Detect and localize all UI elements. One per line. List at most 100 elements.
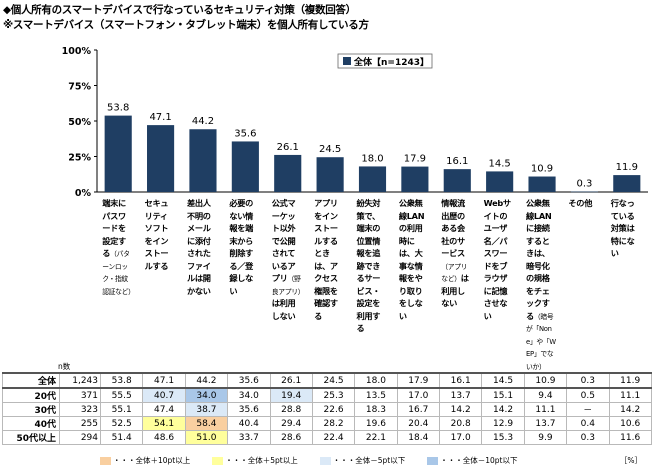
- category-label: 紛失対策で、端末の位置情報を追跡できるサービス・設定を利用する: [356, 198, 381, 333]
- highlight-legend-label: ・・・全体＋10pt以上: [113, 456, 191, 465]
- legend-box: [337, 53, 433, 69]
- legend-label: 全体【n=1243】: [353, 56, 429, 68]
- data-label: 24.5: [319, 144, 341, 155]
- bar: [570, 191, 598, 193]
- table-cell: 20.8: [438, 416, 483, 431]
- table-cell: 35.6: [227, 402, 271, 417]
- table-cell: 20.4: [396, 416, 441, 431]
- table-cell: 18.0: [354, 372, 398, 389]
- bar: [147, 125, 175, 192]
- table-cell: 10.9: [523, 372, 568, 389]
- data-label: 26.1: [277, 142, 299, 153]
- highlight-swatch: [100, 457, 111, 465]
- y-tick-label: 0%: [75, 188, 92, 199]
- legend-swatch: [343, 57, 351, 65]
- unit-note: ［%］: [619, 456, 642, 465]
- table-cell: 18.4: [396, 430, 441, 445]
- table-cell: 51.0: [184, 430, 229, 445]
- category-label: 公衆無線LANに接続するときは、暗号化の規格をチェックする（暗号が「None」や…: [526, 198, 556, 371]
- table-cell: 53.8: [99, 372, 144, 389]
- y-tick-label: 100%: [62, 46, 92, 57]
- table-cell: 12.9: [481, 416, 525, 431]
- category-label: 差出人不明のメールに添付されたファイルは開かない: [186, 198, 211, 296]
- table-row: 全体 1,243 53.8 47.1 44.2 35.6 26.1 24.5 18.0 17.9 1…: [2, 372, 652, 389]
- highlight-swatch: [212, 457, 224, 465]
- table-cell: 13.7: [438, 387, 483, 403]
- highlight-legend: ・・・全体＋10pt以上 ・・・全体＋5pt以上 ・・・全体－5pt以下 ・・・全体－…: [100, 455, 539, 466]
- category-label: その他: [568, 198, 593, 208]
- table-cell: 9.4: [523, 387, 568, 403]
- category-label: セキュリティソフトをインストールする: [144, 198, 169, 271]
- table-cell: 14.5: [481, 372, 525, 389]
- table-cell: 28.6: [269, 430, 313, 445]
- table-cell: 58.4: [184, 416, 229, 431]
- table-cell: 44.2: [184, 372, 229, 389]
- table-row: 50代以上 294 51.4 48.6 51.0 33.7 28.6 22.4 22.1 18.4…: [2, 430, 652, 445]
- table-cell: 18.3: [354, 402, 398, 417]
- highlight-legend-item: ・・・全体－5pt以下: [319, 455, 406, 466]
- table-cell: 15.3: [481, 430, 525, 445]
- table-cell: 47.4: [142, 402, 186, 417]
- table-cell: 0.3: [566, 372, 610, 389]
- y-tick-label: 75%: [68, 82, 91, 93]
- table-cell: 40.4: [227, 416, 271, 431]
- category-label: 必要のない情報を端末から削除する／登録しない: [229, 198, 254, 296]
- bar: [104, 115, 132, 192]
- highlight-legend-label: ・・・全体－5pt以下: [332, 456, 406, 465]
- row-label: 全体: [2, 372, 60, 389]
- data-label: 47.1: [149, 112, 171, 123]
- chart-title: ◆個人所有のスマートデバイスで行なっているセキュリティ対策（複数回答）: [3, 4, 356, 16]
- table-cell: 19.6: [354, 416, 398, 431]
- chart-subtitle: ※スマートデバイス（スマートフォン・タブレット端末）を個人所有している方: [3, 19, 369, 31]
- table-cell: 24.5: [311, 372, 356, 389]
- data-label: 11.9: [616, 162, 638, 173]
- table-cell: 9.9: [523, 430, 568, 445]
- y-tick-label: 25%: [68, 153, 91, 164]
- bar: [316, 157, 344, 192]
- bar: [274, 154, 302, 192]
- table-cell: 13.7: [523, 416, 568, 431]
- table-cell: 51.4: [99, 430, 144, 445]
- table-cell: 22.4: [311, 430, 356, 445]
- bar: [358, 166, 387, 192]
- table-cell: 33.7: [227, 430, 271, 445]
- bar: [189, 129, 217, 192]
- table-cell: 28.2: [311, 416, 356, 431]
- table-cell: 54.1: [142, 416, 186, 431]
- category-label: 情報流出歴のある会社のサービス（アプリなど）は利用しない: [441, 198, 469, 308]
- row-label: 30代: [2, 402, 60, 417]
- category-label: 端末にパスワードを設定する（パターンロック・指紋認証など）: [102, 198, 135, 296]
- table-cell: 35.6: [227, 372, 271, 389]
- table-cell: 55.5: [99, 387, 144, 403]
- table-cell: 55.1: [99, 402, 144, 417]
- highlight-legend-label: ・・・全体＋5pt以上: [225, 456, 298, 465]
- row-n: 1,243: [59, 372, 101, 389]
- table-cell: 47.1: [142, 372, 186, 389]
- category-label: 行なっている対策は特にない: [610, 198, 635, 258]
- highlight-swatch: [427, 457, 439, 465]
- highlight-swatch: [319, 457, 331, 465]
- row-label: 40代: [2, 416, 60, 431]
- table-cell: 16.7: [396, 402, 441, 417]
- table-cell: 26.1: [269, 372, 313, 389]
- highlight-legend-item: ・・・全体＋10pt以上: [100, 455, 190, 466]
- row-n: 294: [59, 430, 101, 445]
- data-label: 17.9: [404, 154, 426, 165]
- bar: [401, 166, 429, 192]
- row-n: 255: [59, 416, 101, 431]
- table-cell: 0.4: [566, 416, 610, 431]
- table-cell: －: [566, 402, 610, 417]
- highlight-legend-item: ・・・全体＋5pt以上: [212, 455, 298, 466]
- table-cell: 10.6: [608, 416, 652, 431]
- table-cell: 25.3: [311, 387, 356, 403]
- category-label: 公衆無線LANの利用時には、大事な情報をやり取りをしない: [398, 198, 425, 321]
- table-cell: 14.2: [608, 402, 652, 417]
- table-row: 20代 371 55.5 40.7 34.0 34.0 19.4 25.3 13.5 17.0 13…: [2, 387, 652, 403]
- highlight-legend-item: ・・・全体－10pt以下: [427, 455, 517, 466]
- breakdown-table: 全体 1,243 53.8 47.1 44.2 35.6 26.1 24.5 18.0 17.9 1…: [2, 372, 652, 445]
- bar: [613, 175, 641, 192]
- table-cell: 22.6: [311, 402, 356, 417]
- table-cell: 16.1: [438, 372, 483, 389]
- bar: [486, 171, 514, 192]
- data-label: 10.9: [531, 164, 553, 175]
